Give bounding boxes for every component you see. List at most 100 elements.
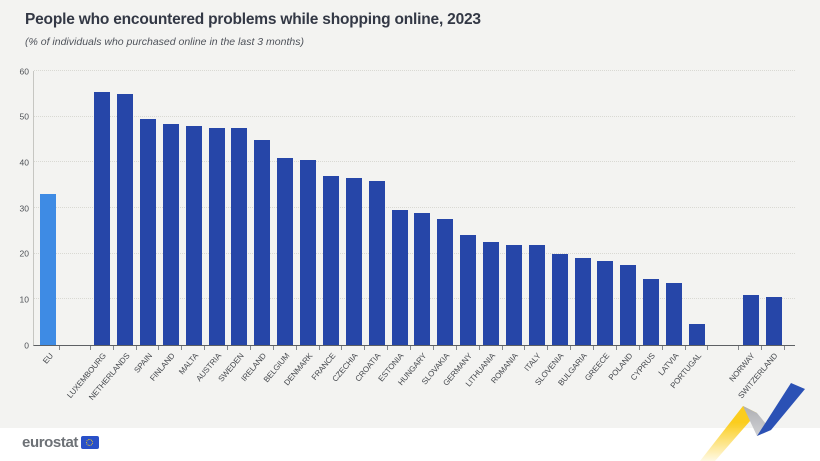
bar-slot: MALTA [177,71,206,376]
bar-norway[interactable] [742,294,759,345]
bar-bulgaria[interactable] [574,258,591,345]
bar-slot: ITALY [523,71,549,373]
x-axis-tick [112,346,114,350]
x-axis-tick [501,346,503,350]
bar-slot: SPAIN [132,71,160,375]
bar-croatia[interactable] [368,180,385,345]
bar-denmark[interactable] [300,160,317,345]
bar-poland[interactable] [620,265,637,345]
bar-ireland[interactable] [254,139,271,345]
x-axis-tick [387,346,389,350]
bar-switzerland[interactable] [765,297,782,345]
bar-gap [708,71,740,350]
bar-sweden[interactable] [231,128,248,345]
chart-subtitle: (% of individuals who purchased online i… [25,36,304,48]
bar-italy[interactable] [528,244,545,345]
bar-hungary[interactable] [414,212,431,345]
bar-slot: FINLAND [148,71,183,383]
bar-czechia[interactable] [345,178,362,345]
bar-slot: GREECE [583,71,617,383]
footer: eurostat [0,428,820,461]
bar-germany[interactable] [460,235,477,345]
bar-greece[interactable] [597,260,614,345]
plot-area: 0 10 20 30 40 50 60 EU LUXEMBOURG NETHERLANDS SPA… [20,67,795,402]
x-axis-tick [158,346,160,350]
bar-eu[interactable] [40,194,57,345]
x-axis-tick [547,346,549,350]
bar-slot: HUNGARY [396,71,434,387]
bar-france[interactable] [322,176,339,345]
bar-netherlands[interactable] [117,93,134,345]
x-axis-tick [318,346,320,350]
bar-portugal[interactable] [688,324,705,345]
bar-slot: SWEDEN [216,71,251,384]
bar-lithuania[interactable] [483,242,500,345]
bar-cyprus[interactable] [643,278,660,345]
bar-gap [60,71,91,350]
bar-slot: BELGIUM [262,71,297,384]
ribbon-graphic [700,383,805,461]
x-axis-tick [524,346,526,350]
x-axis-tick [89,346,91,350]
bar-slot: CYPRUS [629,71,663,382]
bar-slot: LUXEMBOURG [65,71,114,400]
x-axis-tick [295,346,297,350]
eurostat-logo[interactable]: eurostat [22,434,99,451]
bar-slot: POLAND [607,71,640,382]
eurostat-logo-text: eurostat [22,434,78,451]
bar-slot: CZECHIA [331,71,366,384]
bar-slot: ESTONIA [377,71,411,383]
x-axis-label: ITALY [522,351,543,373]
bar-slot: FRANCE [309,71,343,382]
x-axis-tick [638,346,640,350]
bar-luxembourg[interactable] [94,91,111,345]
x-axis-tick [410,346,411,350]
y-axis-label: 10 [19,294,29,305]
x-axis-tick [615,346,617,350]
x-axis-tick [684,346,686,350]
bar-slot: SWITZERLAND [737,71,785,400]
x-axis-tick [204,346,206,350]
x-axis-label: LUXEMBOURG [65,351,109,400]
bar-slot: GERMANY [442,71,480,388]
x-axis-tick [593,346,594,350]
x-axis-tick [784,346,785,350]
bar-slot: LATVIA [656,71,686,377]
bar-malta[interactable] [185,125,202,345]
bar-belgium[interactable] [277,157,294,345]
gridline [34,70,795,71]
x-axis-tick [249,346,251,350]
bar-estonia[interactable] [391,210,408,345]
y-axis-label: 30 [19,202,29,213]
bar-slovenia[interactable] [551,253,568,345]
y-axis-label: 60 [19,65,29,76]
bar-slot: PORTUGAL [668,71,709,390]
bar-slot: ROMANIA [490,71,526,385]
x-axis-tick [707,346,709,350]
bar-finland[interactable] [162,123,179,345]
bar-romania[interactable] [505,244,522,345]
x-axis-label: EU [40,351,55,366]
bar-slot: SLOVAKIA [420,71,457,386]
bar-spain[interactable] [139,118,156,345]
bar-austria[interactable] [208,128,225,345]
x-axis-tick [58,346,60,350]
bar-slot: IRELAND [240,71,274,383]
bar-latvia[interactable] [666,283,683,345]
bar-slovakia[interactable] [437,219,454,345]
x-axis-tick [570,346,572,350]
x-axis-label: SPAIN [132,351,155,375]
bar-slot: SLOVENIA [534,71,572,387]
x-axis-tick [135,346,137,350]
x-axis-tick [478,346,480,350]
x-axis-tick [432,346,434,350]
x-axis-tick [738,346,740,350]
bars-row: EU LUXEMBOURG NETHERLANDS SPAIN FINLAND MALTA… [34,71,795,402]
y-axis-label: 0 [24,339,29,350]
x-axis-label: MALTA [176,351,200,377]
chart-title: People who encountered problems while sh… [25,11,481,28]
x-axis-tick [181,346,183,350]
x-axis-tick [227,346,228,350]
bar-slot: AUSTRIA [194,71,228,383]
